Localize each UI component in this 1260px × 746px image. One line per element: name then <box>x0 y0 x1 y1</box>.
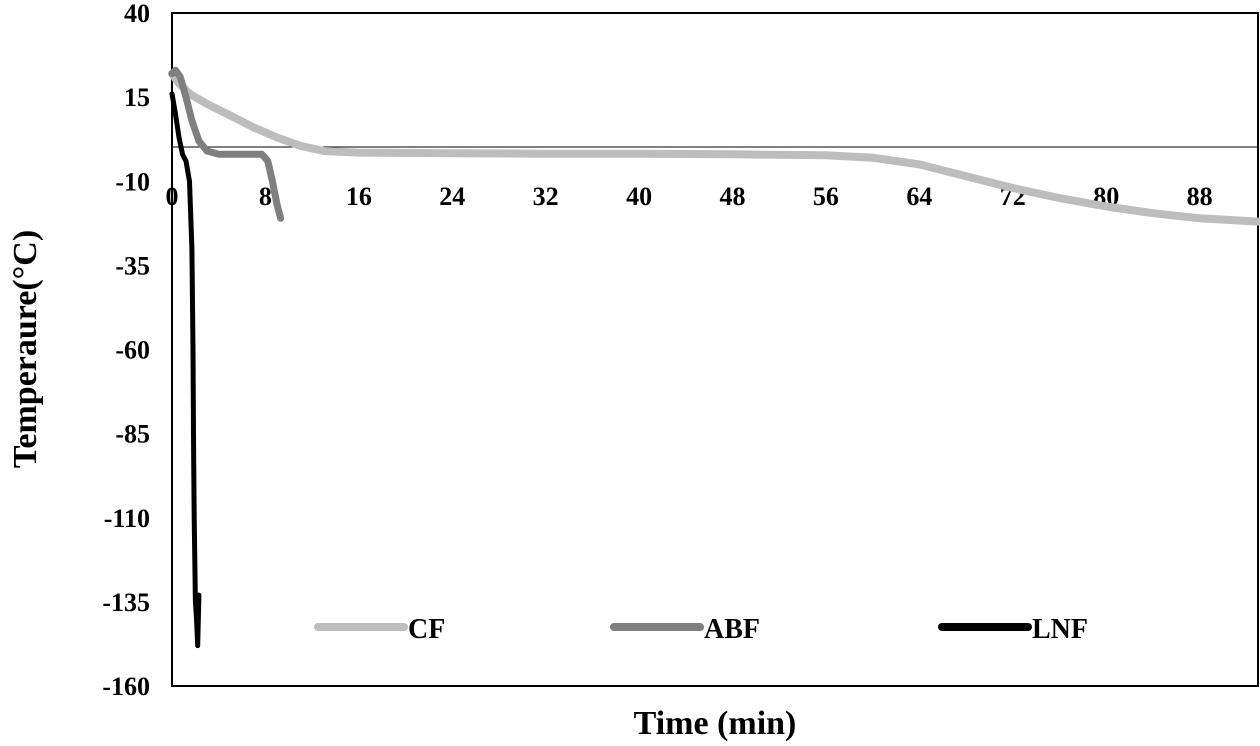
y-tick-label: 15 <box>124 83 150 112</box>
x-tick-label: 16 <box>346 182 372 211</box>
y-axis-ticks: 40 15 -10 -35 -60 -85 -110 -135 -160 <box>102 0 150 701</box>
y-tick-label: -10 <box>115 167 150 196</box>
series-layer <box>168 66 1260 649</box>
legend-label-cf: CF <box>408 614 445 645</box>
x-tick-label: 64 <box>906 182 932 211</box>
x-axis-title: Time (min) <box>634 705 797 742</box>
y-tick-label: -110 <box>104 504 150 533</box>
x-tick-label: 24 <box>439 182 465 211</box>
y-tick-label: -85 <box>115 420 150 449</box>
y-tick-label: -60 <box>115 336 150 365</box>
x-tick-label: 56 <box>813 182 839 211</box>
y-tick-label: -135 <box>102 588 150 617</box>
x-tick-label: 32 <box>533 182 559 211</box>
x-axis-ticks: 0 8 16 24 32 40 48 56 64 72 80 88 <box>166 182 1213 211</box>
series-line-lnf <box>169 91 202 649</box>
y-tick-label: -160 <box>102 672 150 701</box>
plot-area <box>171 12 1259 687</box>
y-tick-label: 40 <box>124 0 150 28</box>
x-tick-label: 0 <box>166 182 179 211</box>
x-tick-label: 48 <box>720 182 746 211</box>
legend-label-abf: ABF <box>704 614 760 645</box>
y-tick-label: -35 <box>115 251 150 280</box>
y-axis-title: Temperaure(°C) <box>7 230 44 468</box>
legend: CF ABF LNF <box>314 614 1088 645</box>
x-tick-label: 40 <box>626 182 652 211</box>
series-line-abf <box>168 66 285 222</box>
x-tick-label: 8 <box>259 182 272 211</box>
series-line-cf <box>168 69 1260 226</box>
x-tick-label: 88 <box>1187 182 1213 211</box>
legend-label-lnf: LNF <box>1032 614 1088 645</box>
